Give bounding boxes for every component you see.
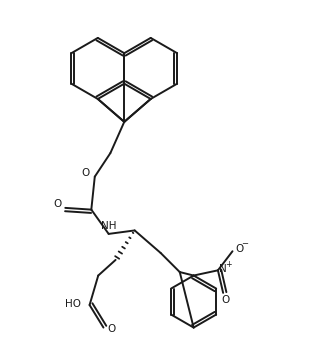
- Text: O: O: [81, 168, 89, 178]
- Text: +: +: [225, 259, 232, 268]
- Text: O: O: [53, 199, 62, 209]
- Text: −: −: [241, 239, 249, 248]
- Text: NH: NH: [101, 221, 116, 231]
- Text: O: O: [107, 324, 115, 334]
- Text: N: N: [219, 264, 227, 274]
- Text: O: O: [222, 295, 230, 305]
- Text: HO: HO: [65, 299, 81, 309]
- Text: O: O: [235, 244, 244, 254]
